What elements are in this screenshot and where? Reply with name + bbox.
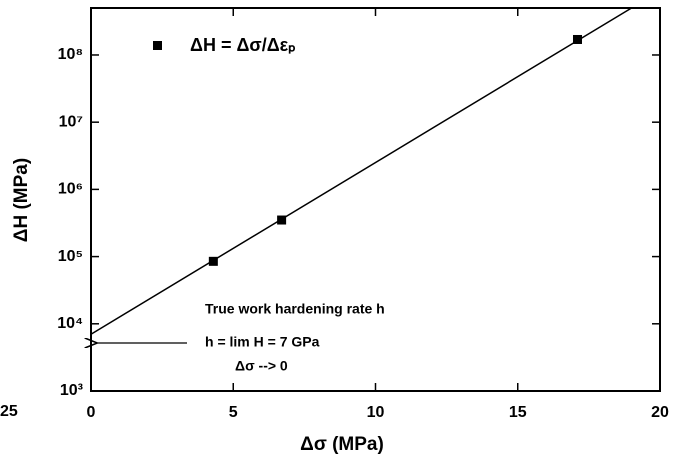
y-tick-label: 10⁴	[57, 315, 83, 332]
plot-frame	[90, 7, 661, 392]
stray-label: 25	[0, 403, 18, 420]
x-tick-label: 0	[87, 404, 96, 421]
annotation: True work hardening rate h	[205, 301, 385, 317]
fit-line	[90, 7, 632, 335]
annotation: Δσ --> 0	[235, 358, 288, 374]
x-tick-label: 5	[229, 404, 238, 421]
annotation: h = lim H = 7 GPa	[205, 334, 320, 350]
legend-marker	[153, 41, 162, 50]
y-tick-label: 10³	[60, 382, 83, 399]
y-tick-label: 10⁶	[58, 181, 83, 198]
point	[572, 34, 582, 44]
y-axis-label: ΔH (MPa)	[11, 158, 32, 242]
y-tick-label: 10⁷	[59, 113, 83, 130]
point	[208, 256, 218, 266]
legend-label: ΔH = Δσ/Δεₚ	[190, 35, 296, 55]
x-tick-label: 15	[509, 404, 527, 421]
x-tick-label: 20	[651, 404, 669, 421]
x-tick-label: 10	[367, 404, 385, 421]
x-axis-label: Δσ (MPa)	[300, 434, 384, 455]
y-tick-label: 10⁵	[58, 248, 83, 265]
y-tick-label: 10⁸	[58, 46, 83, 63]
